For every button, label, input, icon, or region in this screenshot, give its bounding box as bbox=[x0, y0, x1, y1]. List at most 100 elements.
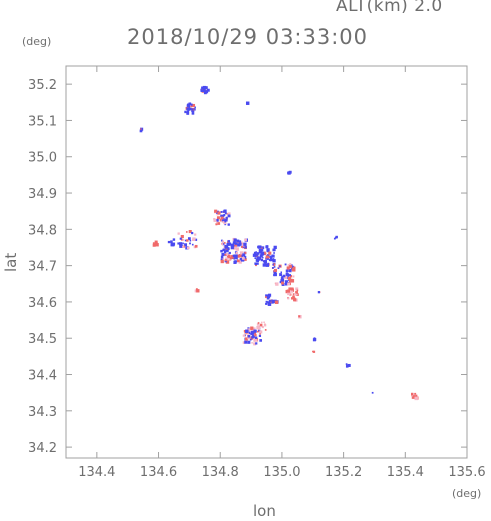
radar-echo-point bbox=[412, 393, 416, 397]
radar-echo-point bbox=[186, 246, 190, 250]
x-tick-label: 135.4 bbox=[387, 465, 424, 480]
radar-echo-point bbox=[225, 216, 228, 219]
radar-echo-point bbox=[244, 238, 247, 242]
radar-echo-point bbox=[293, 293, 297, 296]
radar-echo-point bbox=[193, 107, 196, 111]
radar-echo-point bbox=[242, 257, 245, 260]
radar-echo-point bbox=[238, 254, 242, 258]
radar-echo-point bbox=[345, 363, 348, 365]
radar-echo-point bbox=[274, 268, 278, 272]
radar-echo-point bbox=[263, 321, 265, 324]
radar-echo-point bbox=[254, 262, 257, 265]
radar-echo-point bbox=[239, 251, 244, 255]
radar-echo-point bbox=[221, 214, 225, 218]
radar-echo-point bbox=[224, 218, 228, 222]
radar-echo-point bbox=[257, 322, 260, 324]
radar-echo-point bbox=[221, 243, 224, 246]
radar-echo-point bbox=[273, 270, 277, 274]
radar-echo-point bbox=[252, 253, 257, 257]
radar-echo-point bbox=[242, 341, 246, 344]
radar-echo-point bbox=[267, 254, 270, 257]
radar-echo-point bbox=[266, 296, 270, 300]
radar-echo-point bbox=[233, 260, 237, 263]
radar-echo-point bbox=[236, 239, 240, 243]
y-tick-label: 34.9 bbox=[28, 187, 57, 202]
radar-echo-point bbox=[284, 280, 288, 284]
radar-echo-point bbox=[228, 251, 231, 255]
radar-echo-point bbox=[220, 216, 224, 220]
radar-echo-point bbox=[194, 106, 196, 108]
radar-echo-point bbox=[185, 246, 189, 250]
datetime-title: 2018/10/29 03:33:00 bbox=[127, 25, 369, 49]
radar-echo-point bbox=[194, 233, 197, 236]
radar-echo-point bbox=[258, 259, 260, 261]
radar-echo-point bbox=[215, 223, 218, 226]
radar-echo-point bbox=[247, 340, 251, 344]
radar-echo-point bbox=[275, 282, 279, 286]
x-tick-label: 134.4 bbox=[78, 465, 115, 480]
radar-echo-point bbox=[152, 242, 155, 245]
radar-echo-point bbox=[292, 266, 296, 270]
radar-echo-point bbox=[244, 337, 249, 341]
radar-echo-point bbox=[243, 242, 247, 246]
y-tick-label: 34.7 bbox=[28, 260, 57, 275]
radar-echo-point bbox=[221, 252, 225, 257]
radar-echo-point bbox=[295, 291, 298, 294]
radar-echo-point bbox=[254, 336, 258, 340]
radar-echo-point bbox=[313, 337, 316, 340]
radar-echo-point bbox=[288, 274, 291, 277]
radar-echo-point bbox=[253, 251, 257, 255]
radar-echo-point bbox=[225, 260, 230, 264]
radar-echo-point bbox=[266, 248, 270, 252]
radar-echo-point bbox=[232, 241, 236, 245]
radar-echo-point bbox=[225, 245, 229, 249]
radar-echo-point bbox=[224, 259, 227, 262]
radar-echo-point bbox=[412, 395, 416, 399]
radar-echo-point bbox=[254, 334, 257, 337]
radar-echo-point bbox=[179, 244, 183, 248]
radar-echo-point bbox=[188, 107, 192, 111]
radar-echo-point bbox=[274, 300, 279, 304]
radar-echo-point bbox=[267, 294, 270, 297]
radar-echo-point bbox=[293, 298, 297, 302]
radar-echo-point bbox=[206, 88, 210, 92]
radar-echo-point bbox=[272, 267, 274, 269]
radar-echo-point bbox=[191, 231, 194, 235]
radar-echo-point bbox=[231, 243, 235, 247]
radar-echo-point bbox=[317, 291, 321, 294]
y-tick-label: 34.2 bbox=[28, 441, 57, 456]
x-tick-label: 135.0 bbox=[263, 465, 300, 480]
radar-echo-point bbox=[227, 240, 231, 243]
radar-echo-point bbox=[268, 299, 271, 302]
radar-echo-point bbox=[277, 267, 280, 270]
radar-echo-point bbox=[261, 246, 265, 250]
radar-echo-point bbox=[220, 214, 223, 218]
radar-echo-point bbox=[187, 103, 190, 106]
radar-echo-point bbox=[253, 342, 257, 346]
radar-echo-point bbox=[253, 338, 257, 342]
radar-echo-point bbox=[170, 240, 173, 244]
radar-echo-point bbox=[250, 326, 254, 330]
radar-echo-point bbox=[238, 240, 242, 243]
radar-echo-point bbox=[247, 330, 251, 335]
radar-echo-point bbox=[295, 293, 298, 296]
radar-echo-point bbox=[244, 251, 247, 254]
radar-echo-point bbox=[256, 252, 260, 255]
radar-echo-point bbox=[233, 238, 237, 242]
radar-echo-point bbox=[260, 258, 264, 262]
radar-echo-point bbox=[252, 327, 256, 331]
radar-echo-point bbox=[259, 330, 263, 334]
radar-echo-point bbox=[223, 242, 226, 244]
radar-echo-point bbox=[285, 273, 290, 277]
radar-echo-point bbox=[287, 291, 291, 296]
radar-echo-point bbox=[240, 245, 243, 248]
radar-echo-point bbox=[186, 107, 190, 111]
radar-echo-point bbox=[281, 277, 284, 280]
data-points bbox=[139, 85, 419, 401]
radar-echo-point bbox=[234, 244, 238, 247]
radar-echo-point bbox=[186, 104, 191, 108]
radar-echo-point bbox=[258, 245, 262, 249]
radar-echo-point bbox=[258, 334, 262, 337]
radar-echo-point bbox=[139, 128, 142, 131]
radar-echo-point bbox=[184, 243, 188, 247]
